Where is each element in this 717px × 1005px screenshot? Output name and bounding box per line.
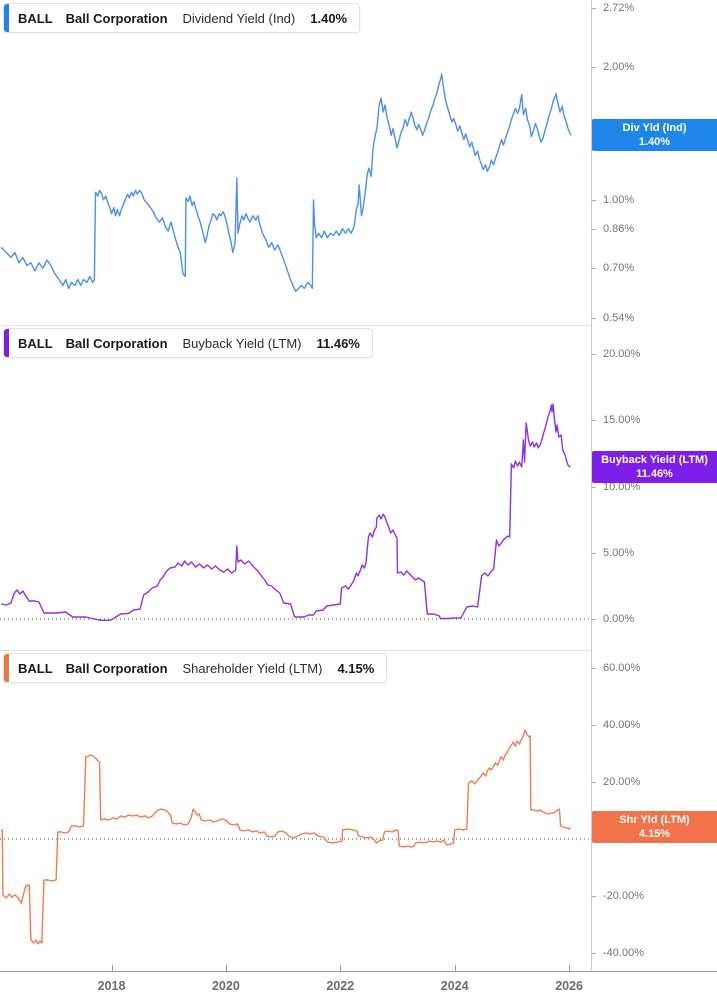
badge-value: 1.40% [638, 136, 671, 149]
x-tick-mark [111, 965, 113, 971]
x-tick-mark [569, 965, 571, 971]
y-tick-mark [591, 725, 596, 726]
y-tick-label: 2.00% [603, 60, 635, 73]
metric-value: 11.46% [316, 335, 360, 351]
badge-label: Div Yld (Ind) [622, 122, 687, 135]
panel-divider [0, 325, 591, 326]
metric-value: 4.15% [337, 660, 375, 676]
panel-header-dividend-yield[interactable]: BALL Ball Corporation Dividend Yield (In… [3, 3, 361, 33]
metric-name: Shareholder Yield (LTM) [182, 660, 323, 676]
y-tick-mark [591, 552, 596, 554]
y-tick-label: 0.54% [603, 311, 635, 324]
last-value-badge-div-yld[interactable]: Div Yld (Ind) 1.40% [592, 119, 717, 152]
x-axis-line [0, 971, 717, 972]
y-tick-mark [591, 782, 596, 783]
x-tick-mark [340, 965, 342, 971]
y-tick-label: 2.72% [603, 2, 635, 14]
y-tick-mark [591, 66, 596, 68]
ticker: BALL [18, 10, 53, 26]
x-tick-label: 2026 [555, 979, 583, 993]
y-tick-label: 10.00% [603, 480, 641, 493]
y-tick-mark [591, 354, 596, 355]
y-tick-mark [591, 619, 596, 620]
x-tick-mark [454, 965, 456, 971]
y-tick-label: 20.00% [603, 348, 641, 360]
badge-value: 11.46% [636, 468, 673, 481]
metric-value: 1.40% [310, 10, 348, 26]
y-tick-mark [591, 896, 596, 897]
y-tick-label: 15.00% [603, 414, 641, 427]
y-tick-label: 1.00% [603, 193, 635, 206]
buyback-yield-ltm--line [0, 403, 571, 621]
y-tick-mark [591, 486, 596, 488]
div-yld-ind--line [0, 73, 572, 293]
badge-label: Buyback Yield (LTM) [601, 454, 708, 467]
series-color-bar [4, 4, 9, 32]
x-tick-mark [225, 965, 227, 971]
y-tick-mark [591, 8, 596, 9]
series-color-bar [4, 329, 9, 357]
last-value-badge-buyback-yld[interactable]: Buyback Yield (LTM) 11.46% [592, 451, 717, 484]
y-tick-label: -40.00% [603, 947, 644, 959]
y-tick-label: -20.00% [603, 890, 644, 902]
company-name: Ball Corporation [65, 335, 168, 351]
y-tick-label: 20.00% [603, 776, 641, 788]
y-tick-mark [591, 268, 596, 270]
y-tick-label: 0.86% [603, 222, 635, 235]
y-axis-line [591, 0, 592, 971]
x-tick-label: 2024 [440, 979, 469, 993]
panel-header-buyback-yield[interactable]: BALL Ball Corporation Buyback Yield (LTM… [3, 328, 373, 358]
y-tick-mark [591, 317, 596, 319]
y-tick-label: 60.00% [603, 662, 641, 674]
x-tick-label: 2020 [211, 979, 240, 993]
y-tick-label: 5.00% [603, 546, 635, 559]
y-tick-mark [591, 953, 596, 954]
metric-name: Buyback Yield (LTM) [182, 335, 302, 351]
company-name: Ball Corporation [65, 660, 168, 676]
x-tick-label: 2022 [326, 979, 355, 993]
shr-yld-ltm--line [1, 729, 571, 945]
y-tick-mark [591, 420, 596, 422]
badge-label: Shr Yld (LTM) [619, 814, 690, 827]
y-tick-mark [591, 199, 596, 201]
metric-name: Dividend Yield (Ind) [182, 10, 296, 26]
y-tick-mark [591, 668, 596, 669]
ticker: BALL [18, 335, 53, 351]
last-value-badge-shr-yld[interactable]: Shr Yld (LTM) 4.15% [592, 811, 717, 844]
y-tick-label: 0.70% [603, 262, 635, 275]
ticker: BALL [18, 660, 53, 676]
panel-header-shareholder-yield[interactable]: BALL Ball Corporation Shareholder Yield … [3, 653, 388, 683]
series-color-bar [4, 654, 9, 682]
company-name: Ball Corporation [65, 10, 168, 26]
y-tick-label: 0.00% [603, 613, 635, 625]
badge-value: 4.15% [638, 828, 671, 841]
y-tick-label: 40.00% [603, 719, 641, 731]
y-tick-mark [591, 228, 596, 230]
x-tick-label: 2018 [97, 979, 126, 993]
panel-divider [0, 650, 591, 651]
